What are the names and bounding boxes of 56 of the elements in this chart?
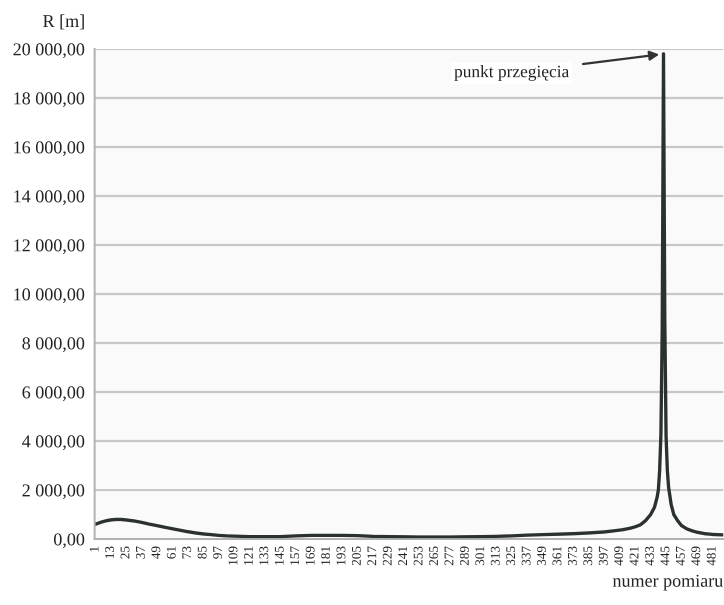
x-tick-label: 193	[336, 546, 346, 565]
x-tick-label: 61	[166, 546, 176, 559]
x-tick-label: 217	[367, 546, 376, 566]
y-tick-label: 10 000,00	[14, 288, 84, 304]
x-tick-label: 337	[522, 546, 531, 566]
x-tick-label: 385	[583, 546, 592, 566]
y-tick-label: 18 000,00	[14, 92, 84, 108]
y-tick-label: 12 000,00	[14, 239, 84, 254]
x-tick-label: 85	[198, 546, 207, 559]
x-tick-label: 229	[382, 546, 392, 566]
x-tick-label: 277	[444, 546, 454, 566]
x-tick-label: 265	[429, 546, 438, 566]
x-tick-label: 457	[676, 546, 685, 566]
x-tick-label: 169	[306, 546, 315, 565]
x-tick-label: 313	[490, 546, 500, 566]
y-tick-label: 4 000,00	[22, 435, 84, 450]
x-tick-label: 121	[244, 546, 253, 565]
y-axis-title: R [m]	[43, 14, 84, 30]
y-tick-label: 6 000,00	[22, 386, 84, 402]
line-series	[94, 52, 724, 539]
y-tick-label: 2 000,00	[22, 484, 84, 500]
x-tick-label: 109	[228, 546, 238, 565]
x-tick-label: 301	[475, 546, 484, 566]
x-tick-label: 289	[460, 546, 469, 566]
x-tick-label: 481	[706, 546, 716, 566]
x-tick-label: 241	[398, 546, 407, 566]
y-tick-label: 0,00	[54, 533, 84, 548]
x-tick-label: 25	[120, 546, 130, 559]
x-tick-label: 157	[290, 546, 300, 565]
x-tick-label: 397	[598, 546, 608, 566]
x-tick-label: 325	[506, 546, 516, 566]
x-tick-label: 1	[90, 546, 98, 552]
x-tick-label: 145	[274, 546, 284, 565]
x-tick-label: 97	[213, 546, 222, 559]
x-axis-title: numer pomiaru	[612, 574, 723, 590]
x-tick-label: 361	[552, 546, 562, 566]
x-tick-label: 349	[537, 546, 546, 566]
x-tick-label: 445	[660, 546, 670, 566]
x-tick-label: 253	[414, 546, 423, 566]
x-tick-label: 469	[691, 546, 700, 566]
x-tick-label: 37	[136, 546, 145, 559]
x-tick-label: 205	[352, 546, 361, 566]
y-tick-label: 14 000,00	[14, 190, 84, 206]
y-tick-label: 8 000,00	[22, 337, 84, 352]
x-tick-label: 409	[614, 546, 624, 566]
x-tick-label: 373	[568, 546, 577, 566]
x-tick-label: 73	[182, 546, 192, 558]
x-tick-label: 181	[321, 546, 330, 565]
y-tick-label: 16 000,00	[14, 141, 84, 156]
x-tick-label: 49	[151, 546, 160, 559]
annotation: punkt przegięcia	[454, 65, 570, 81]
x-tick-label: 133	[259, 546, 268, 565]
x-tick-label: 433	[645, 546, 654, 566]
y-tick-label: 20 000,00	[13, 43, 84, 58]
x-tick-label: 421	[630, 546, 638, 566]
x-tick-label: 13	[105, 546, 114, 558]
